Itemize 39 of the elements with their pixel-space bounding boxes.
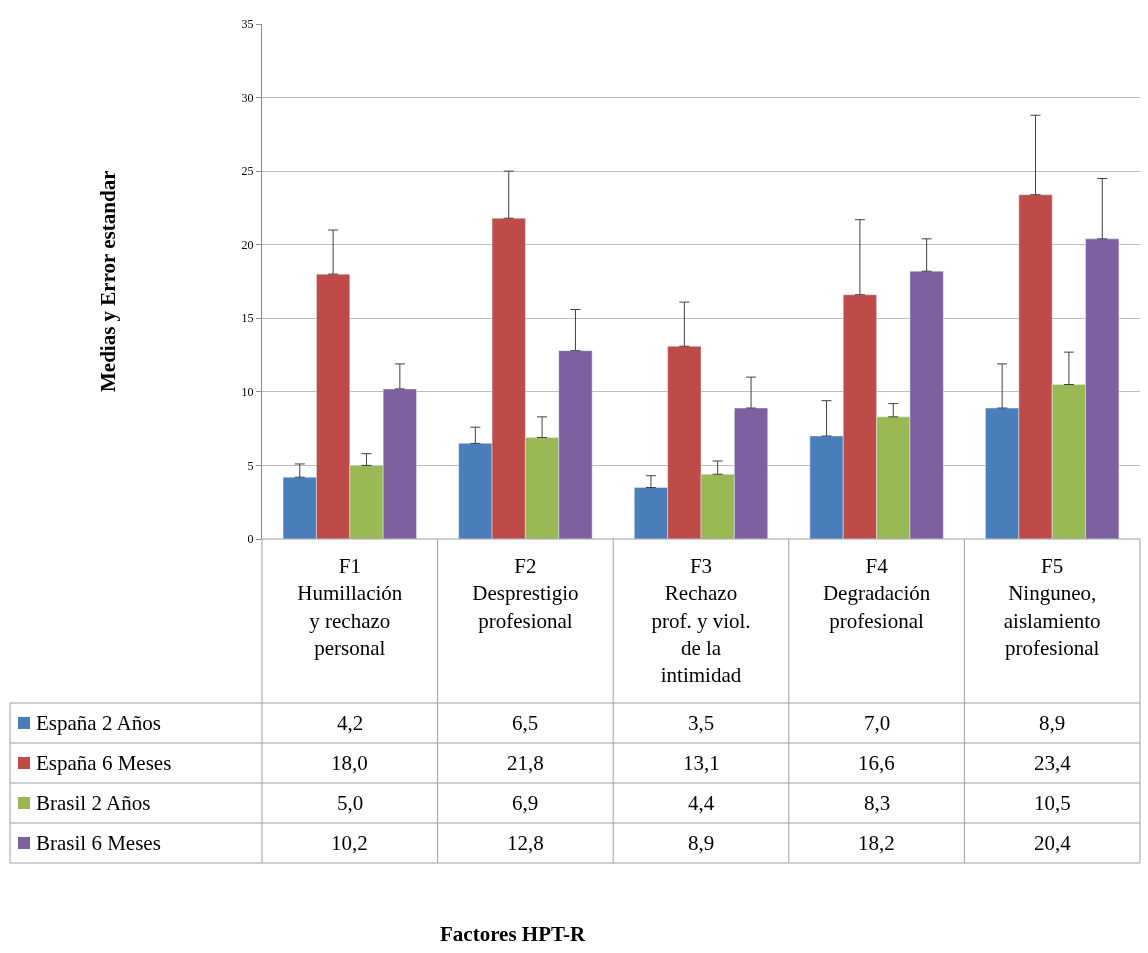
x-tick-label: F3 Rechazo prof. y viol. de la intimidad	[651, 554, 751, 688]
data-label: 10,2	[331, 831, 368, 855]
legend-label: Brasil 6 Meses	[36, 831, 161, 855]
data-label: 13,1	[683, 751, 720, 775]
data-label: 3,5	[688, 711, 715, 735]
data-label: 18,0	[331, 751, 368, 775]
y-tick-label: 35	[241, 17, 254, 32]
data-label: 21,8	[507, 751, 544, 775]
data-label: 7,0	[864, 711, 891, 735]
y-tick-label: 30	[241, 90, 254, 105]
data-label: 18,2	[858, 831, 895, 855]
y-tick-label: 15	[241, 311, 254, 326]
text: Medias y Error estandar	[96, 170, 120, 392]
legend-label: España 2 Años	[36, 711, 161, 735]
data-label: 8,9	[1039, 711, 1066, 735]
data-label: 8,3	[864, 791, 891, 815]
legend-label: Brasil 2 Años	[36, 791, 151, 815]
data-label: 6,5	[512, 711, 539, 735]
data-label: 6,9	[512, 791, 539, 815]
y-tick-label: 20	[241, 237, 254, 252]
data-label: 16,6	[858, 751, 895, 775]
data-label: 23,4	[1034, 751, 1072, 775]
y-tick-label: 25	[241, 164, 254, 179]
data-label: 5,0	[337, 791, 364, 815]
x-tick-label: F1 Humillación y rechazo personal	[297, 554, 403, 660]
y-tick-label: 5	[247, 458, 254, 473]
x-tick-label: F2 Desprestigio profesional	[472, 554, 579, 633]
data-label: 4,4	[688, 791, 715, 815]
data-label: 10,5	[1034, 791, 1071, 815]
data-label: 12,8	[507, 831, 544, 855]
x-tick-label: F4 Degradación profesional	[822, 554, 931, 633]
y-tick-label: 10	[241, 385, 254, 400]
data-label: 20,4	[1034, 831, 1072, 855]
y-tick-label: 0	[247, 532, 254, 547]
text: Factores HPT-R	[440, 922, 587, 946]
x-tick-label: F5 Ninguneo, aislamiento profesional	[1003, 554, 1101, 660]
data-label: 4,2	[337, 711, 364, 735]
legend-label: España 6 Meses	[36, 751, 172, 775]
data-label: 8,9	[688, 831, 715, 855]
